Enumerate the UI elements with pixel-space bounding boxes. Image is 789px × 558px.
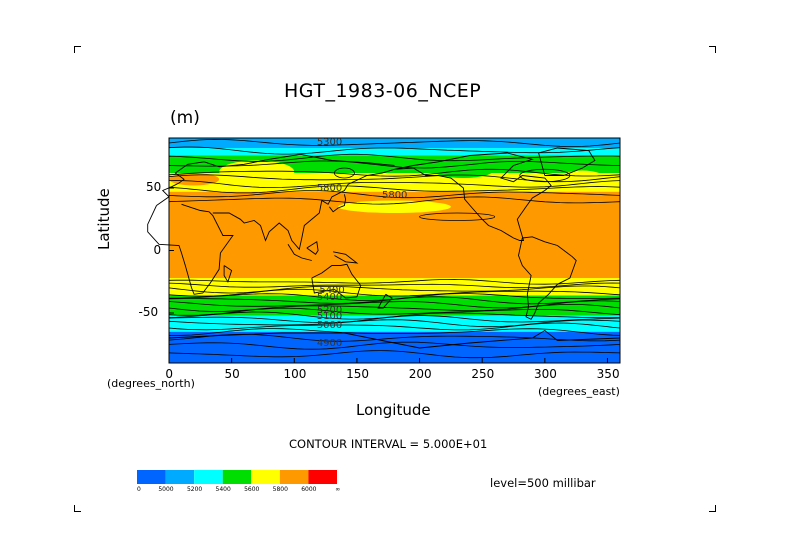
x-tick-label: 300	[534, 367, 557, 381]
contour-line-15	[168, 296, 621, 305]
coastline-12	[306, 241, 319, 255]
contour-label: 5800	[381, 189, 408, 201]
y-axis-label: Latitude	[95, 188, 113, 250]
coastline-7	[518, 236, 577, 320]
coastlines	[147, 147, 621, 349]
contour-label: 4900	[316, 338, 343, 350]
contour-line-1	[168, 146, 621, 155]
contour-line-0	[168, 138, 621, 148]
x-tick-label: 200	[408, 367, 432, 381]
contour-line-21	[168, 319, 621, 328]
coastline-10	[329, 194, 347, 213]
anomaly-blob-5	[338, 200, 451, 213]
color-band-1	[169, 148, 620, 156]
contour-label: 5800	[316, 183, 343, 195]
contour-line-17	[168, 304, 621, 312]
legend-label: 5400	[215, 486, 231, 493]
coastline-1	[147, 203, 234, 295]
contour-line-11	[168, 282, 621, 289]
anomaly-blob-2	[432, 160, 495, 178]
y-tick-label: 50	[146, 180, 162, 194]
coastline-9	[168, 329, 621, 349]
contour-line-23	[168, 328, 621, 336]
crop-mark-top-left	[74, 46, 81, 53]
crop-mark-bottom-left	[74, 505, 81, 512]
legend-label: 5800	[272, 486, 288, 493]
level-text: level=500 millibar	[490, 476, 596, 490]
legend-label: 5200	[186, 486, 203, 493]
legend-label: 0	[137, 486, 141, 493]
x-unit-label: (degrees_east)	[538, 385, 620, 398]
coastline-4	[311, 263, 362, 299]
color-band-7	[169, 315, 620, 332]
coastline-6	[394, 152, 552, 241]
x-tick-label: 100	[283, 367, 307, 381]
closed-contour-0	[419, 212, 496, 221]
crop-mark-bottom-right	[709, 505, 716, 512]
contour-line-3	[168, 160, 621, 169]
contour-line-12	[168, 285, 621, 294]
x-axis-ticks	[168, 358, 608, 363]
y-tick-label: 0	[153, 242, 162, 257]
closed-contour-2	[333, 167, 355, 179]
coastline-8	[538, 147, 596, 176]
y-tick-label: -50	[138, 305, 159, 319]
contour-label: 5400	[319, 284, 345, 296]
coastline-5	[377, 293, 393, 309]
contour-line-9	[168, 196, 621, 205]
contour-line-8	[168, 190, 621, 199]
contour-line-26	[168, 350, 621, 359]
y-unit-label: (degrees_north)	[107, 377, 195, 390]
coastline-11	[287, 244, 312, 261]
contour-line-10	[168, 278, 621, 285]
contour-line-25	[168, 341, 621, 350]
crop-mark-top-right	[709, 46, 716, 53]
contour-label: 5300	[316, 137, 343, 148]
contour-interval-text: CONTOUR INTERVAL = 5.000E+01	[289, 437, 488, 451]
x-tick-label: 0	[165, 367, 174, 381]
coastline-0	[156, 153, 395, 206]
coastline-13	[333, 251, 359, 264]
x-tick-label: 50	[224, 367, 240, 381]
contour-line-18	[168, 307, 621, 316]
legend-label: 5000	[158, 486, 174, 493]
coastline-2	[212, 168, 395, 251]
contour-label: 5100	[316, 310, 343, 322]
contour-line-6	[168, 180, 621, 188]
contour-line-22	[168, 322, 621, 331]
legend-label: 5600	[244, 486, 260, 493]
contour-lines	[168, 138, 621, 359]
legend-label: ∞	[335, 486, 341, 493]
legend-label: 6000	[301, 486, 317, 493]
contour-line-7	[168, 185, 621, 194]
contour-line-20	[168, 315, 621, 323]
closed-contour-1	[519, 168, 571, 183]
chart-title: HGT_1983-06_NCEP	[284, 80, 482, 102]
x-axis-label: Longitude	[356, 401, 431, 419]
x-tick-label: 150	[346, 367, 370, 381]
units-label: (m)	[170, 108, 200, 128]
x-tick-label: 350	[596, 367, 620, 381]
x-tick-label: 250	[471, 367, 495, 381]
contour-label: 5000	[316, 319, 343, 331]
anomaly-blob-1	[320, 173, 356, 186]
contour-line-13	[168, 288, 621, 297]
contour-label: 5200	[316, 304, 343, 316]
contour-line-4	[168, 168, 621, 177]
contour-line-2	[168, 153, 621, 162]
coastline-3	[223, 265, 233, 283]
contour-label: 5400	[316, 292, 343, 303]
y-axis-ticks	[169, 187, 174, 314]
